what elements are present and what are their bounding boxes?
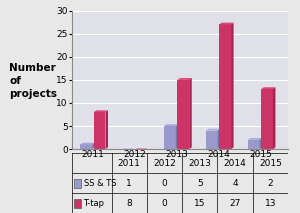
Bar — [261, 89, 273, 149]
Text: SS & TS: SS & TS — [83, 179, 116, 188]
Text: 2013: 2013 — [188, 159, 211, 168]
Bar — [164, 126, 176, 149]
Polygon shape — [261, 87, 275, 89]
Polygon shape — [273, 87, 275, 149]
Polygon shape — [248, 138, 262, 140]
Polygon shape — [189, 78, 192, 149]
Text: 8: 8 — [126, 199, 132, 207]
Text: 4: 4 — [232, 179, 238, 188]
Bar — [74, 179, 81, 188]
Bar — [219, 24, 231, 149]
Text: 1: 1 — [126, 179, 132, 188]
Polygon shape — [206, 129, 220, 131]
Text: 2: 2 — [268, 179, 273, 188]
Polygon shape — [219, 23, 234, 24]
Text: 13: 13 — [265, 199, 276, 207]
Text: 15: 15 — [194, 199, 206, 207]
Text: 2011: 2011 — [118, 159, 141, 168]
Text: Number
of
projects: Number of projects — [9, 63, 57, 99]
Text: 2014: 2014 — [224, 159, 247, 168]
Polygon shape — [94, 110, 108, 112]
Polygon shape — [164, 124, 178, 126]
Polygon shape — [106, 110, 108, 149]
Bar — [206, 131, 218, 149]
Polygon shape — [260, 138, 262, 149]
Polygon shape — [178, 78, 192, 80]
Polygon shape — [80, 143, 94, 144]
Bar — [178, 80, 189, 149]
Polygon shape — [218, 129, 220, 149]
Bar — [74, 199, 81, 208]
Text: 0: 0 — [162, 179, 167, 188]
Text: 27: 27 — [230, 199, 241, 207]
Bar — [248, 140, 260, 149]
Polygon shape — [176, 124, 178, 149]
Bar — [80, 144, 92, 149]
Text: 0: 0 — [162, 199, 167, 207]
Text: 5: 5 — [197, 179, 203, 188]
Text: 2015: 2015 — [259, 159, 282, 168]
Bar — [122, 148, 134, 149]
Text: T-tap: T-tap — [83, 199, 104, 207]
Bar — [94, 112, 106, 149]
Bar — [136, 148, 147, 149]
Text: 2012: 2012 — [153, 159, 176, 168]
Polygon shape — [92, 143, 94, 149]
Polygon shape — [231, 23, 234, 149]
